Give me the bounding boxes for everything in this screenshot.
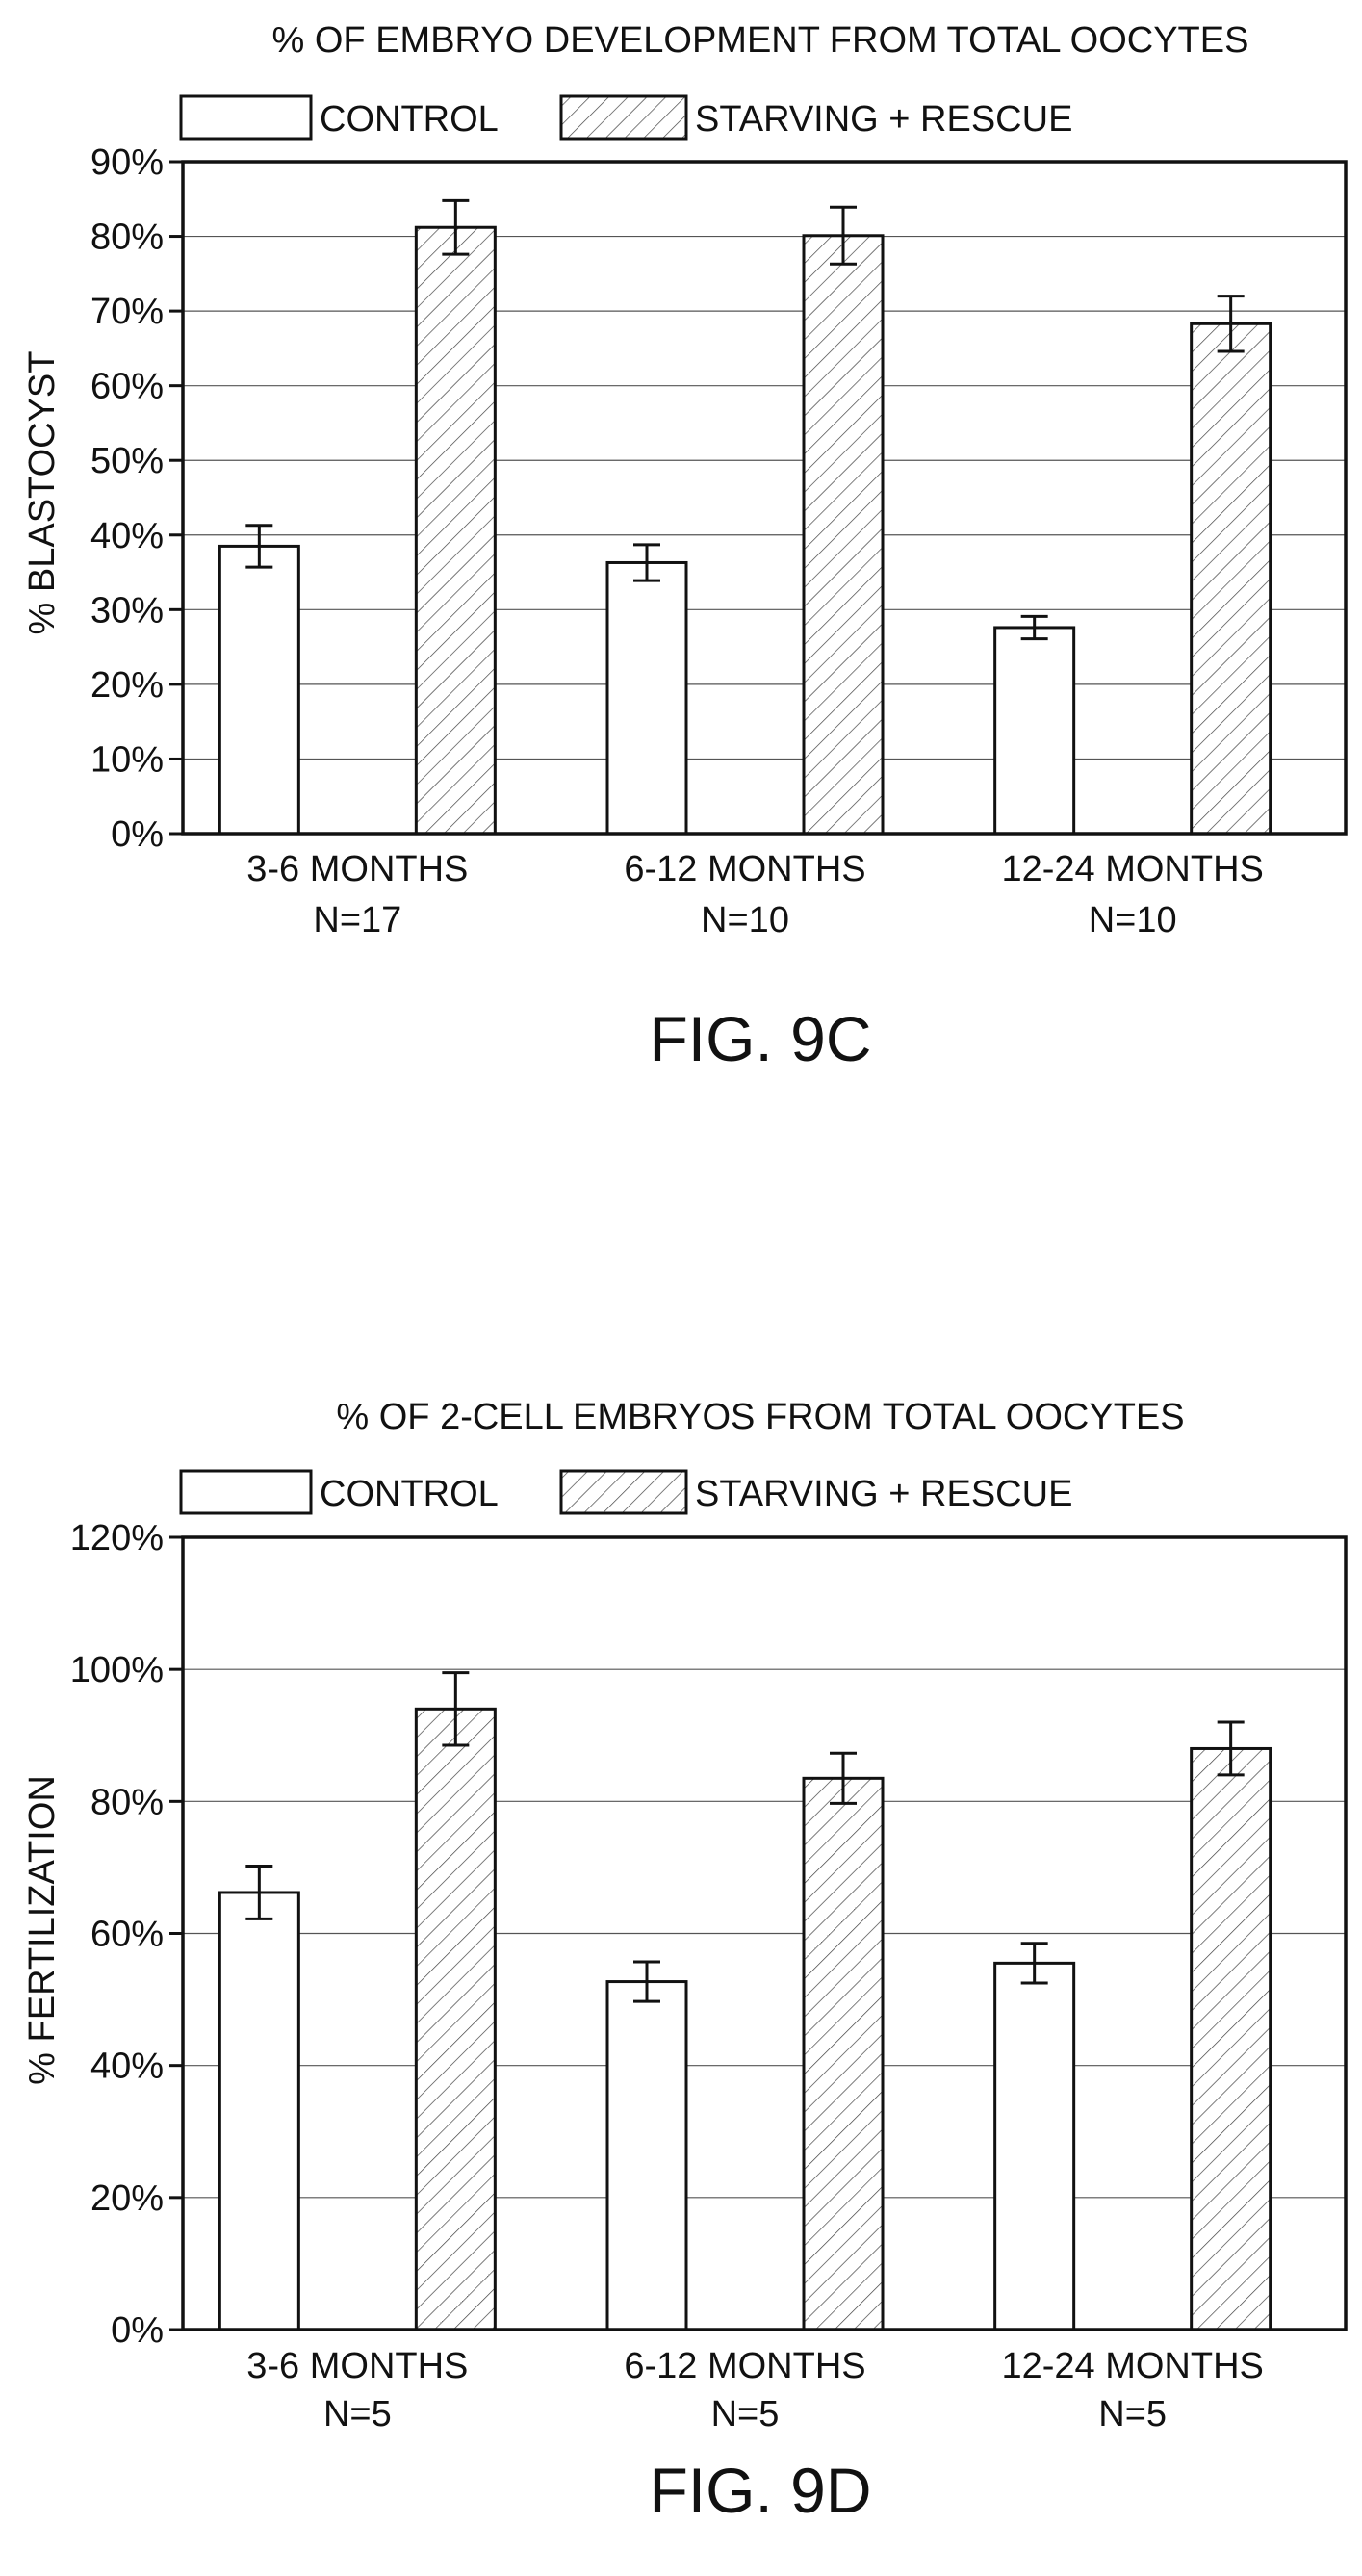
y-tick-label: 60% <box>90 1915 164 1955</box>
y-tick-label: 40% <box>90 516 164 556</box>
bar-starving-rescue <box>1190 322 1272 836</box>
y-tick-label: 80% <box>90 218 164 258</box>
y-tick-label: 0% <box>111 2310 164 2351</box>
bar-control <box>218 1891 300 2331</box>
plot-frame <box>181 1535 1348 2331</box>
bar-control <box>993 626 1076 836</box>
x-tick-sublabel: N=10 <box>701 900 789 940</box>
legend-swatch-starving-rescue <box>559 1469 688 1515</box>
plot-frame <box>181 160 1348 836</box>
chart-title: % OF EMBRYO DEVELOPMENT FROM TOTAL OOCYT… <box>272 20 1249 61</box>
y-tick-label: 90% <box>90 142 164 183</box>
legend-label-control: CONTROL <box>320 99 499 140</box>
legend-label-starving-rescue: STARVING + RESCUE <box>695 99 1072 140</box>
figure-caption: FIG. 9D <box>649 2455 871 2526</box>
x-tick-label: 3-6 MONTHS <box>246 849 468 889</box>
y-tick-label: 10% <box>90 739 164 780</box>
x-tick-label: 3-6 MONTHS <box>246 2346 468 2386</box>
x-tick-sublabel: N=5 <box>1098 2394 1167 2434</box>
y-tick-label: 120% <box>70 1518 164 1558</box>
x-tick-label: 6-12 MONTHS <box>624 2346 865 2386</box>
y-axis-label: % FERTILIZATION <box>22 1775 63 2085</box>
figure-9c: % OF EMBRYO DEVELOPMENT FROM TOTAL OOCYT… <box>22 20 1348 1074</box>
legend: CONTROL STARVING + RESCUE <box>179 1469 1072 1515</box>
bar-control <box>605 1980 688 2331</box>
x-tick-sublabel: N=5 <box>711 2394 780 2434</box>
bar-control <box>605 560 688 836</box>
y-tick-label: 70% <box>90 292 164 332</box>
y-axis-label: % BLASTOCYST <box>22 351 63 635</box>
bar-starving-rescue <box>414 225 497 836</box>
figure-caption: FIG. 9C <box>649 1003 871 1074</box>
legend-swatch-control <box>179 94 313 141</box>
bar-starving-rescue <box>1190 1746 1272 2331</box>
legend-swatch-control <box>179 1469 313 1515</box>
bar-starving-rescue <box>802 234 885 836</box>
x-tick-label: 6-12 MONTHS <box>624 849 865 889</box>
plot-area: 0% 20% 40% 60% 80% 100% 120% 3-6 MONTHS N=5 6-12 … <box>70 1518 1348 2434</box>
y-tick-label: 60% <box>90 367 164 407</box>
x-tick-sublabel: N=5 <box>323 2394 392 2434</box>
x-tick-sublabel: N=17 <box>313 900 401 940</box>
legend-label-starving-rescue: STARVING + RESCUE <box>695 1474 1072 1514</box>
y-tick-label: 50% <box>90 441 164 481</box>
y-tick-label: 80% <box>90 1782 164 1822</box>
bar-starving-rescue <box>802 1776 885 2331</box>
bar-starving-rescue <box>414 1707 497 2331</box>
y-tick-label: 0% <box>111 814 164 855</box>
y-tick-label: 30% <box>90 590 164 631</box>
plot-area: 0% 10% 20% 30% 40% 50% 60% 70% 80% 90% 3-6 MONTHS N… <box>90 142 1348 940</box>
x-tick-label: 12-24 MONTHS <box>1001 849 1263 889</box>
legend-swatch-starving-rescue <box>559 94 688 141</box>
bar-control <box>993 1961 1076 2331</box>
y-tick-label: 20% <box>90 2178 164 2219</box>
chart-title: % OF 2-CELL EMBRYOS FROM TOTAL OOCYTES <box>336 1397 1184 1437</box>
bar-control <box>218 544 300 836</box>
legend-label-control: CONTROL <box>320 1474 499 1514</box>
figure-9d: % OF 2-CELL EMBRYOS FROM TOTAL OOCYTES C… <box>22 1397 1348 2526</box>
legend: CONTROL STARVING + RESCUE <box>179 94 1072 141</box>
x-tick-label: 12-24 MONTHS <box>1001 2346 1263 2386</box>
y-tick-label: 20% <box>90 665 164 706</box>
y-tick-label: 100% <box>70 1650 164 1690</box>
x-tick-sublabel: N=10 <box>1089 900 1177 940</box>
y-tick-label: 40% <box>90 2047 164 2087</box>
